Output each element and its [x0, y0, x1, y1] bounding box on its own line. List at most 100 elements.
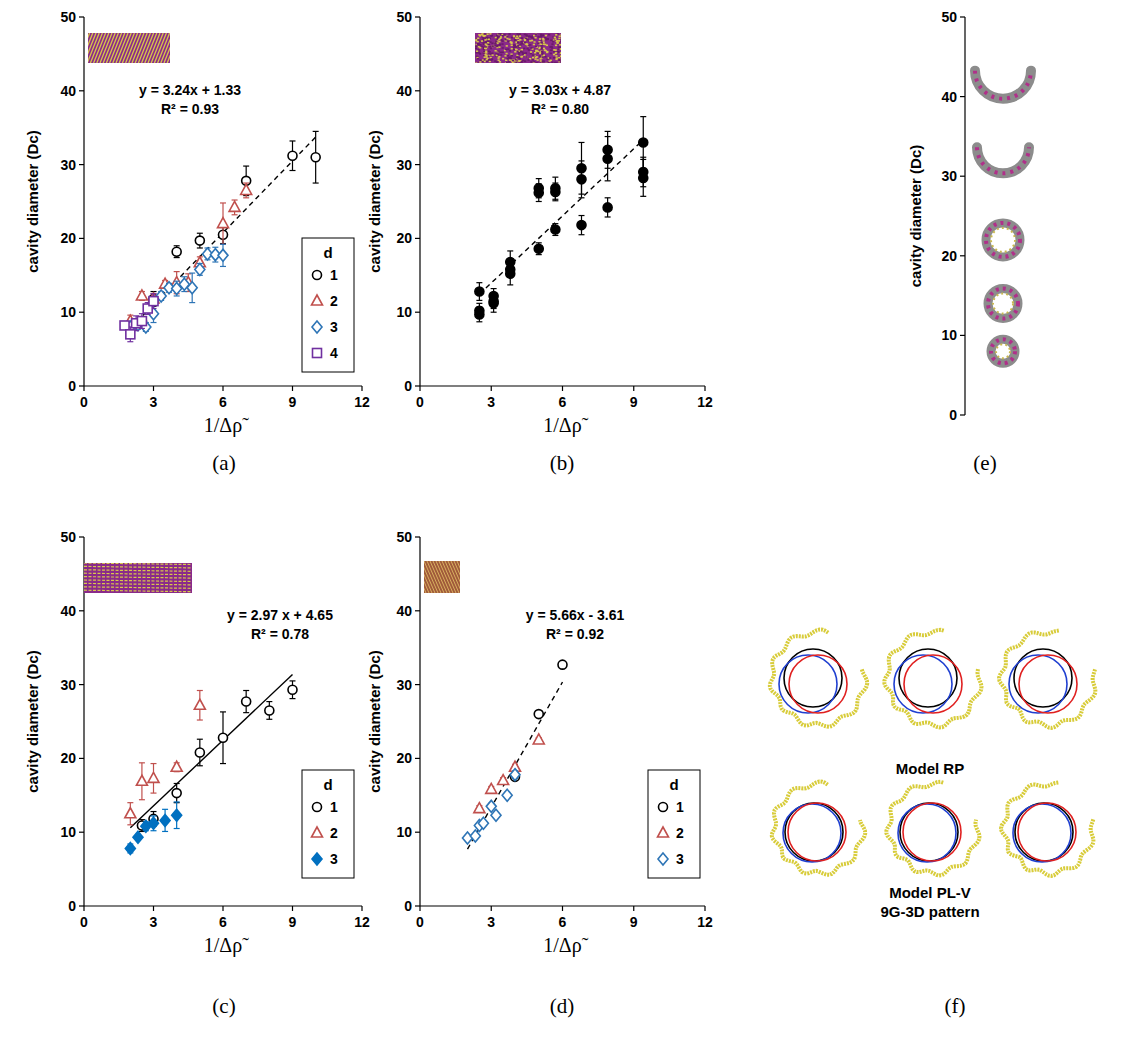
inset-stripe	[158, 33, 170, 63]
error-cap	[127, 802, 133, 803]
y-tick-label: 0	[68, 898, 76, 914]
ring-beads	[991, 339, 1015, 363]
inset-bead	[515, 61, 517, 63]
error-cap	[476, 300, 482, 301]
inset-bead	[520, 44, 522, 46]
point	[551, 225, 560, 234]
inset-bead	[479, 47, 481, 49]
y-tick	[79, 16, 84, 17]
x-tick	[222, 386, 223, 391]
inset-bead	[481, 33, 483, 35]
point	[172, 789, 181, 798]
inset-stripe	[145, 33, 157, 63]
point	[195, 236, 204, 245]
y-tick	[415, 610, 420, 611]
inset-bead	[499, 61, 501, 63]
error-cap	[174, 828, 180, 829]
y-axis-line	[964, 17, 965, 415]
inset-bead	[561, 33, 562, 35]
inset-bead	[530, 53, 532, 55]
error-cap	[151, 792, 157, 793]
inset-bead	[519, 39, 521, 41]
point	[126, 330, 135, 339]
ring-inner	[993, 294, 1013, 314]
inset-bead	[477, 49, 479, 51]
inset-bead	[555, 45, 557, 47]
x-tick-label: 9	[289, 394, 297, 410]
inset-bead	[542, 62, 544, 63]
inset-ground	[84, 563, 192, 593]
inset-bead	[516, 55, 518, 57]
inset-bead	[476, 52, 478, 54]
inset-bead	[495, 40, 497, 42]
inset-bead	[559, 38, 561, 40]
error-cap	[197, 719, 203, 720]
y-tick-label: 30	[396, 157, 412, 173]
error-cap	[605, 131, 611, 132]
image-axis-panel: 01020304050cavity diameter (Dc)(e)	[907, 9, 1031, 475]
y-tick	[79, 164, 84, 165]
membrane-trace	[770, 630, 867, 727]
error-cap	[476, 321, 482, 322]
inset-bead	[517, 40, 519, 42]
inset-bead	[484, 59, 486, 61]
inset-bead	[514, 63, 516, 64]
inset-bead	[541, 42, 543, 44]
x-axis-title: 1/Δρ̃	[204, 414, 249, 437]
x-tick-label: 6	[559, 914, 567, 930]
error-cap	[243, 165, 249, 166]
inset-bead	[520, 42, 522, 44]
inset-bead	[495, 55, 497, 57]
inset-stripe	[436, 561, 450, 593]
inset-bead	[476, 56, 478, 58]
scatter-panel: 01020304050036912cavity diameter (Dc)1/Δ…	[366, 9, 713, 475]
error-cap	[220, 266, 226, 267]
inset-bead	[512, 59, 514, 61]
inset-bead	[542, 62, 544, 63]
inset-bead	[526, 56, 528, 58]
inset-bead	[487, 40, 489, 42]
x-tick	[361, 906, 362, 911]
error-cap	[197, 739, 203, 740]
y-tick-label: 40	[396, 83, 412, 99]
inset-bead	[538, 41, 540, 43]
ring-wall	[988, 289, 1018, 319]
inset-bead	[515, 61, 517, 63]
membrane-trace	[772, 782, 865, 875]
inset-bead	[546, 51, 548, 53]
inset-bead	[497, 50, 499, 52]
point	[506, 269, 515, 278]
inset-bead	[516, 57, 518, 59]
x-tick-label: 0	[80, 914, 88, 930]
inset-bead	[542, 54, 544, 56]
y-tick	[415, 684, 420, 685]
error-cap	[151, 293, 157, 294]
x-tick-label: 6	[219, 394, 227, 410]
inset-bead	[513, 36, 515, 38]
error-cap	[174, 271, 180, 272]
point	[195, 263, 205, 275]
inset-bead	[557, 43, 559, 45]
fit-line	[130, 674, 292, 827]
error-cap	[151, 763, 157, 764]
y-tick	[415, 385, 420, 386]
error-cap	[266, 719, 272, 720]
ring-beads	[988, 289, 1018, 319]
plot-marks	[125, 674, 297, 854]
point	[639, 138, 648, 147]
inset-bead	[513, 44, 515, 46]
inset-stripe	[132, 33, 144, 63]
point	[475, 310, 484, 319]
y-tick	[960, 176, 965, 177]
point	[474, 803, 485, 813]
y-tick-label: 40	[396, 603, 412, 619]
inset-bead	[475, 48, 477, 50]
inset-stripe	[142, 33, 154, 63]
inset-bead	[531, 40, 533, 42]
inset-bead	[484, 61, 486, 63]
inset-stripe	[116, 33, 128, 63]
panel-f: Model RPModel PL-V9G-3D pattern(f)	[770, 630, 1096, 1019]
inset-bead	[548, 34, 550, 36]
point	[486, 783, 497, 793]
inset-bead	[513, 49, 515, 51]
